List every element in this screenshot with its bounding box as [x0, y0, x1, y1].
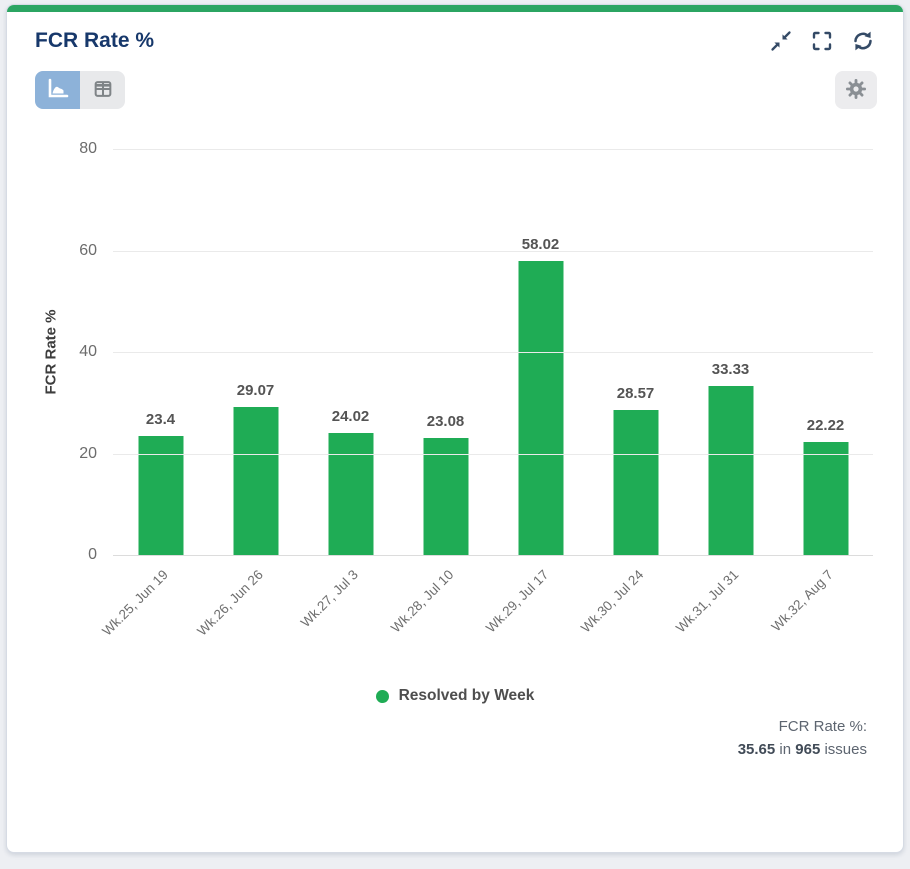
- bar-value-label: 23.4: [145, 411, 176, 429]
- bar[interactable]: [138, 436, 183, 555]
- gridline: [113, 250, 873, 252]
- y-tick-label: 20: [79, 444, 97, 462]
- header-actions: [769, 29, 875, 53]
- bar[interactable]: [803, 442, 848, 555]
- gridline: [113, 352, 873, 353]
- bar-value-label: 29.07: [236, 382, 275, 400]
- bar[interactable]: [423, 437, 468, 555]
- x-tick-label: Wk.30, Jul 24: [577, 567, 647, 636]
- bar[interactable]: [613, 410, 658, 555]
- bar-chart: FCR Rate % 23.4 Wk.25, Jun 19 29.07 Wk.26, …: [31, 133, 873, 681]
- bar[interactable]: [518, 260, 563, 555]
- bar-value-label: 28.57: [616, 385, 655, 403]
- bar-value-label: 23.08: [426, 412, 465, 430]
- gridline: [113, 453, 873, 455]
- bar-columns: 23.4 Wk.25, Jun 19 29.07 Wk.26, Jun 26 24.02…: [99, 149, 873, 639]
- footer-stat-value: 35.65: [737, 741, 776, 759]
- bar-column: 24.02 Wk.27, Jul 3: [298, 149, 398, 630]
- footer-stat: FCR Rate %: 35.65 in 965 issues: [7, 705, 903, 762]
- footer-stat-line: 35.65 in 965 issues: [7, 738, 867, 761]
- widget-title: FCR Rate %: [35, 29, 155, 52]
- table-view-button[interactable]: [80, 71, 125, 109]
- gridline: [113, 555, 873, 556]
- widget-toolbar: [7, 53, 903, 109]
- bar[interactable]: [233, 407, 278, 555]
- y-tick-label: 40: [79, 343, 97, 360]
- bar[interactable]: [708, 385, 753, 555]
- gridline: [113, 149, 873, 150]
- bar-value-label: 58.02: [521, 235, 560, 253]
- x-tick-label: Wk.31, Jul 31: [672, 567, 742, 636]
- y-tick-label: 60: [79, 241, 97, 259]
- chart-view-button[interactable]: [35, 71, 80, 109]
- bar-column: 23.4 Wk.25, Jun 19: [99, 149, 208, 639]
- footer-stat-title: FCR Rate %:: [778, 718, 867, 735]
- legend-dot-icon: [375, 689, 389, 703]
- footer-stat-conjunction: in: [779, 741, 792, 759]
- y-tick-label: 0: [88, 546, 97, 563]
- x-tick-label: Wk.26, Jun 26: [194, 567, 267, 639]
- y-tick-label: 80: [79, 140, 97, 157]
- bar-column: 33.33 Wk.31, Jul 31: [673, 149, 778, 635]
- x-tick-label: Wk.29, Jul 17: [482, 567, 552, 636]
- refresh-icon[interactable]: [851, 29, 875, 53]
- legend-label: Resolved by Week: [398, 687, 535, 704]
- area-chart-icon: [46, 77, 70, 104]
- bar-value-label: 22.22: [806, 417, 845, 435]
- bar-column: 29.07 Wk.26, Jun 26: [194, 149, 303, 639]
- view-toggle: [35, 71, 125, 109]
- bar-value-label: 24.02: [331, 408, 370, 426]
- x-tick-label: Wk.32, Aug 7: [768, 567, 837, 635]
- bar[interactable]: [328, 433, 373, 555]
- widget-card: FCR Rate %: [6, 4, 904, 853]
- bar-column: 23.08 Wk.28, Jul 10: [388, 149, 493, 635]
- footer-stat-count: 965: [795, 741, 821, 759]
- x-tick-label: Wk.25, Jun 19: [99, 567, 172, 639]
- bar-column: 28.57 Wk.30, Jul 24: [578, 149, 683, 635]
- accent-stripe: [7, 5, 903, 12]
- bar-value-label: 33.33: [711, 360, 750, 378]
- footer-stat-unit: issues: [824, 741, 867, 759]
- gear-icon: [844, 77, 868, 104]
- table-icon: [92, 78, 114, 103]
- bar-column: 58.02 Wk.29, Jul 17: [483, 149, 588, 635]
- settings-button[interactable]: [835, 71, 877, 109]
- collapse-icon[interactable]: [769, 29, 793, 53]
- bar-column: 22.22 Wk.32, Aug 7: [769, 149, 873, 634]
- plot-area: 23.4 Wk.25, Jun 19 29.07 Wk.26, Jun 26 24.02…: [99, 149, 873, 639]
- fullscreen-icon[interactable]: [810, 29, 834, 53]
- x-tick-label: Wk.28, Jul 10: [387, 567, 457, 636]
- x-tick-label: Wk.27, Jul 3: [297, 567, 362, 631]
- widget-header: FCR Rate %: [7, 12, 903, 53]
- chart-legend[interactable]: Resolved by Week: [7, 687, 903, 705]
